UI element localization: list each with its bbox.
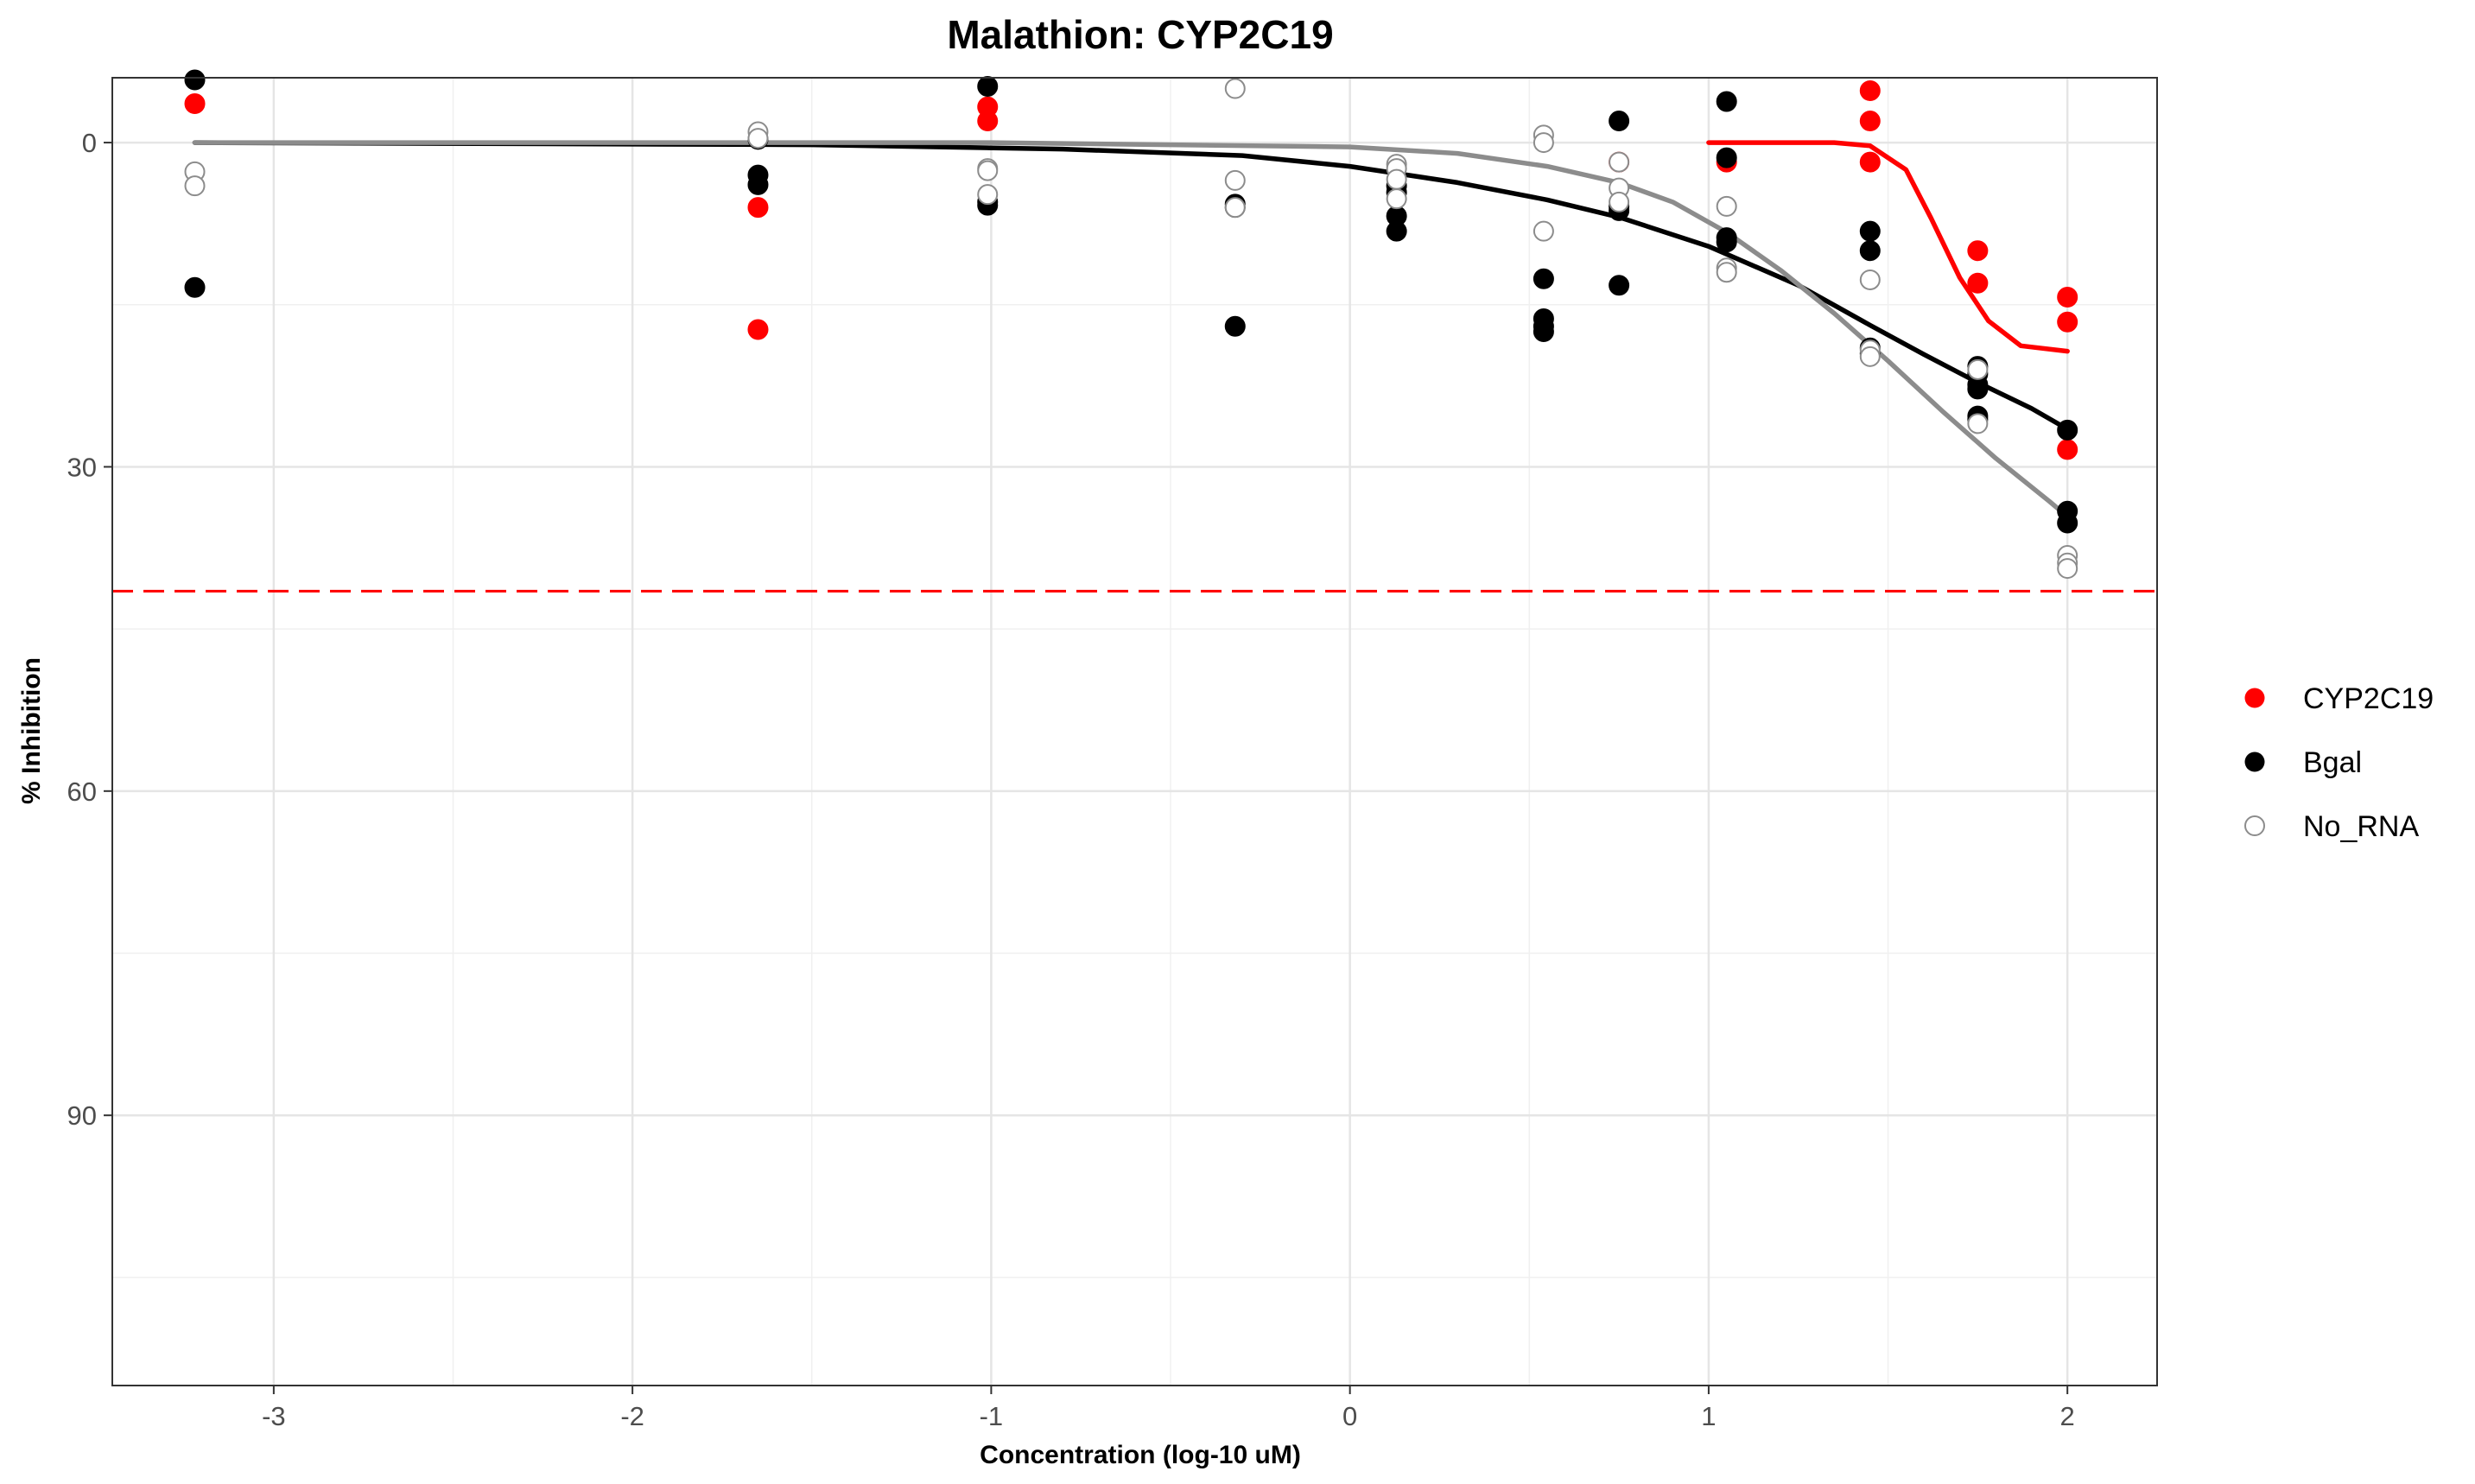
data-point-bgal bbox=[1609, 111, 1630, 132]
chart-title: Malathion: CYP2C19 bbox=[947, 12, 1333, 57]
legend-key-no_rna bbox=[2244, 815, 2265, 836]
data-point-bgal bbox=[977, 76, 999, 98]
data-point-cyp2c19 bbox=[2057, 311, 2078, 333]
x-tick-label: 0 bbox=[1342, 1401, 1357, 1431]
legend-label-cyp2c19: CYP2C19 bbox=[2303, 682, 2434, 715]
data-point-cyp2c19 bbox=[1859, 80, 1881, 102]
fit-curve-bgal bbox=[192, 140, 2070, 432]
data-point-bgal bbox=[184, 276, 206, 298]
data-point-no_rna bbox=[1716, 195, 1737, 217]
data-point-no_rna bbox=[1533, 220, 1554, 242]
x-tick-label: 1 bbox=[1701, 1401, 1716, 1431]
data-point-no_rna bbox=[1859, 269, 1881, 290]
data-point-no_rna bbox=[1967, 413, 1989, 434]
data-point-cyp2c19 bbox=[2057, 439, 2078, 460]
data-point-no_rna bbox=[747, 128, 769, 149]
data-point-no_rna bbox=[1224, 169, 1246, 191]
data-point-cyp2c19 bbox=[2057, 287, 2078, 308]
data-point-no_rna bbox=[1967, 358, 1989, 380]
x-axis-title: Concentration (log-10 uM) bbox=[980, 1441, 1301, 1469]
y-tick-label: 30 bbox=[67, 452, 97, 482]
data-point-no_rna bbox=[184, 175, 206, 197]
data-point-no_rna bbox=[1716, 262, 1737, 283]
x-tick-label: 2 bbox=[2060, 1401, 2075, 1431]
data-point-no_rna bbox=[977, 184, 999, 206]
panel-border bbox=[111, 77, 2158, 1386]
data-point-bgal bbox=[2057, 512, 2078, 534]
grid bbox=[112, 78, 2157, 1386]
legend-key-bgal bbox=[2244, 752, 2265, 772]
data-point-cyp2c19 bbox=[747, 197, 769, 219]
data-point-no_rna bbox=[1386, 168, 1407, 190]
data-point-no_rna bbox=[2057, 558, 2078, 580]
data-point-bgal bbox=[1386, 220, 1407, 242]
data-point-bgal bbox=[1716, 91, 1737, 112]
data-point-no_rna bbox=[977, 160, 999, 181]
legend-key-cyp2c19 bbox=[2244, 688, 2265, 708]
data-point-no_rna bbox=[1609, 191, 1630, 212]
data-point-bgal bbox=[1967, 378, 1989, 400]
data-point-no_rna bbox=[1224, 197, 1246, 219]
data-point-bgal bbox=[1224, 315, 1246, 337]
data-point-bgal bbox=[1533, 321, 1554, 343]
data-points bbox=[184, 69, 2078, 580]
legend-label-no_rna: No_RNA bbox=[2303, 810, 2419, 843]
data-point-bgal bbox=[1609, 275, 1630, 296]
data-point-bgal bbox=[2057, 419, 2078, 441]
data-point-cyp2c19 bbox=[1859, 151, 1881, 173]
data-point-cyp2c19 bbox=[1967, 240, 1989, 262]
legend-label-bgal: Bgal bbox=[2303, 746, 2362, 779]
x-tick-label: -1 bbox=[980, 1401, 1004, 1431]
data-point-bgal bbox=[1859, 240, 1881, 262]
y-tick-label: 90 bbox=[67, 1100, 97, 1131]
fit-curves bbox=[192, 140, 2070, 519]
data-point-no_rna bbox=[1386, 188, 1407, 210]
data-point-bgal bbox=[1716, 147, 1737, 168]
data-point-cyp2c19 bbox=[1967, 272, 1989, 294]
x-tick-label: -3 bbox=[262, 1401, 286, 1431]
x-tick-label: -2 bbox=[620, 1401, 644, 1431]
axes: -3 -2 -1 0 1 2 0 30 60 90 bbox=[67, 128, 2075, 1431]
data-point-bgal bbox=[1859, 220, 1881, 242]
data-point-bgal bbox=[1716, 231, 1737, 253]
data-point-no_rna bbox=[1533, 132, 1554, 154]
y-tick-label: 0 bbox=[82, 128, 97, 158]
data-point-cyp2c19 bbox=[1859, 111, 1881, 132]
data-point-bgal bbox=[1533, 268, 1554, 289]
data-point-no_rna bbox=[1609, 151, 1630, 173]
y-axis-title: % Inhibition bbox=[17, 657, 46, 804]
data-point-no_rna bbox=[1859, 346, 1881, 367]
data-point-bgal bbox=[747, 174, 769, 195]
y-tick-label: 60 bbox=[67, 777, 97, 807]
data-point-bgal bbox=[184, 69, 206, 91]
legend: CYP2C19 Bgal No_RNA bbox=[2244, 682, 2434, 843]
data-point-cyp2c19 bbox=[747, 319, 769, 340]
data-point-cyp2c19 bbox=[184, 93, 206, 115]
data-point-cyp2c19 bbox=[977, 111, 999, 132]
fit-curve-cyp2c19 bbox=[1706, 140, 2070, 354]
fit-curve-no_rna bbox=[192, 140, 2070, 519]
data-point-no_rna bbox=[1224, 78, 1246, 99]
